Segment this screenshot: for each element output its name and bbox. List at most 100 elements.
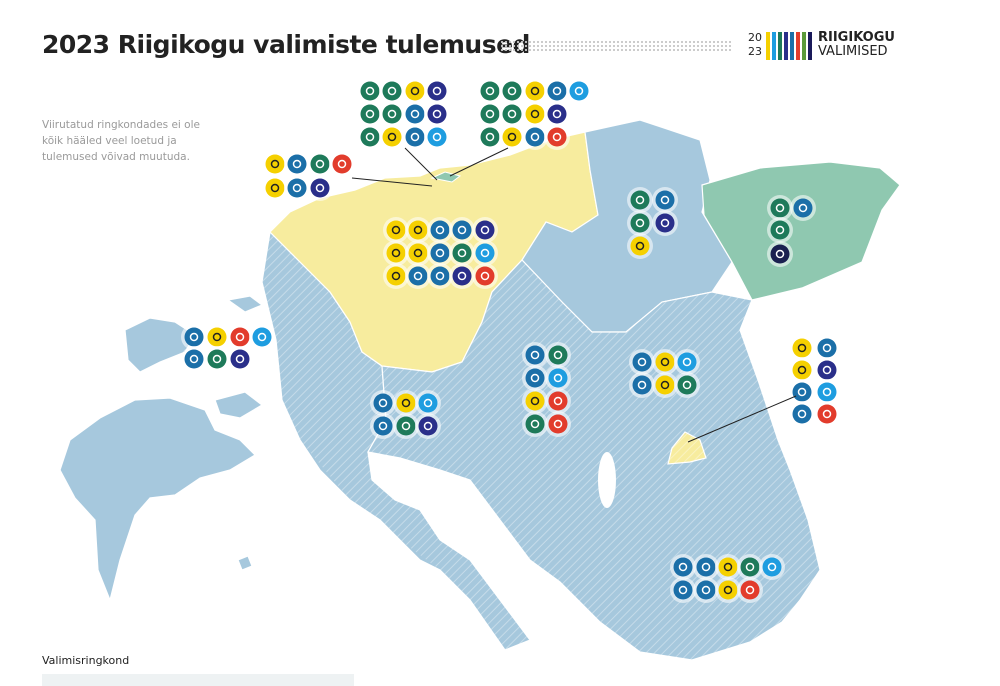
icon-disc bbox=[430, 220, 450, 240]
seat-icon bbox=[627, 233, 653, 259]
icon-disc bbox=[418, 393, 438, 413]
icon-glyph bbox=[435, 248, 445, 258]
icon-disc bbox=[718, 557, 738, 577]
icon-glyph bbox=[682, 380, 692, 390]
icon-glyph bbox=[457, 225, 467, 235]
icon-glyph bbox=[530, 396, 540, 406]
icon-glyph bbox=[574, 86, 584, 96]
seat-icon bbox=[767, 241, 793, 267]
icon-glyph bbox=[292, 159, 302, 169]
icon-disc bbox=[525, 368, 545, 388]
icon-glyph bbox=[660, 380, 670, 390]
icon-disc bbox=[405, 81, 425, 101]
seat-icon bbox=[627, 210, 653, 236]
seat-icon bbox=[652, 372, 678, 398]
icon-disc bbox=[427, 81, 447, 101]
saaremaa bbox=[59, 397, 256, 602]
icon-disc bbox=[405, 104, 425, 124]
seat-icon bbox=[383, 217, 409, 243]
icon-glyph bbox=[723, 585, 733, 595]
seat-icon bbox=[814, 379, 840, 405]
icon-disc bbox=[184, 327, 204, 347]
icon-glyph bbox=[507, 86, 517, 96]
icon-glyph bbox=[553, 396, 563, 406]
icon-glyph bbox=[775, 203, 785, 213]
icon-glyph bbox=[530, 86, 540, 96]
icon-glyph bbox=[701, 585, 711, 595]
icon-disc bbox=[770, 244, 790, 264]
icon-disc bbox=[427, 127, 447, 147]
icon-glyph bbox=[457, 248, 467, 258]
seat-icon bbox=[227, 346, 253, 372]
icon-disc bbox=[632, 352, 652, 372]
icon-glyph bbox=[822, 409, 832, 419]
title: 2023 Riigikogu valimiste tulemused bbox=[42, 30, 530, 59]
icon-glyph bbox=[530, 132, 540, 142]
icon-disc bbox=[480, 81, 500, 101]
icon-glyph bbox=[660, 357, 670, 367]
seat-icon bbox=[522, 388, 548, 414]
seat-icon bbox=[427, 263, 453, 289]
seat-icon bbox=[204, 324, 230, 350]
logo-year: 23 bbox=[748, 45, 762, 58]
seat-icon bbox=[652, 210, 678, 236]
icon-disc bbox=[396, 416, 416, 436]
icon-glyph bbox=[530, 109, 540, 119]
icon-disc bbox=[525, 104, 545, 124]
icon-glyph bbox=[401, 398, 411, 408]
seat-icon bbox=[545, 411, 571, 437]
icon-disc bbox=[770, 198, 790, 218]
icon-disc bbox=[310, 154, 330, 174]
seat-icon bbox=[652, 349, 678, 375]
seat-icon bbox=[393, 413, 419, 439]
icon-disc bbox=[792, 360, 812, 380]
icon-glyph bbox=[292, 183, 302, 193]
seat-icon bbox=[477, 101, 503, 127]
icon-glyph bbox=[745, 585, 755, 595]
icon-glyph bbox=[507, 109, 517, 119]
icon-glyph bbox=[391, 248, 401, 258]
seat-icon bbox=[693, 577, 719, 603]
seat-icon bbox=[670, 577, 696, 603]
seat-icon bbox=[674, 349, 700, 375]
icon-glyph bbox=[315, 183, 325, 193]
icon-disc bbox=[408, 220, 428, 240]
seat-icon bbox=[449, 217, 475, 243]
seat-icon bbox=[357, 101, 383, 127]
seat-icon bbox=[652, 187, 678, 213]
note: Viirutatud ringkondades ei ole kõik hääl… bbox=[42, 119, 200, 163]
icon-disc bbox=[817, 360, 837, 380]
icon-disc bbox=[405, 127, 425, 147]
icon-disc bbox=[632, 375, 652, 395]
icon-disc bbox=[382, 127, 402, 147]
icon-disc bbox=[770, 220, 790, 240]
icon-glyph bbox=[315, 159, 325, 169]
seat-icon bbox=[472, 217, 498, 243]
icon-disc bbox=[630, 236, 650, 256]
seat-icon bbox=[449, 240, 475, 266]
icon-glyph bbox=[423, 421, 433, 431]
icon-glyph bbox=[365, 86, 375, 96]
icon-glyph bbox=[637, 380, 647, 390]
icon-glyph bbox=[401, 421, 411, 431]
icon-glyph bbox=[270, 183, 280, 193]
seat-icon bbox=[424, 78, 450, 104]
seat-icon bbox=[415, 413, 441, 439]
icon-disc bbox=[360, 81, 380, 101]
seat-icons bbox=[181, 78, 840, 603]
icon-disc bbox=[655, 190, 675, 210]
seat-icon bbox=[379, 78, 405, 104]
icon-disc bbox=[718, 580, 738, 600]
icon-glyph bbox=[457, 271, 467, 281]
seat-icon bbox=[402, 124, 428, 150]
icon-glyph bbox=[530, 350, 540, 360]
seat-icon bbox=[383, 263, 409, 289]
icon-disc bbox=[360, 104, 380, 124]
seat-icon bbox=[814, 335, 840, 361]
icon-disc bbox=[740, 557, 760, 577]
seat-icon bbox=[814, 401, 840, 427]
icon-glyph bbox=[189, 354, 199, 364]
seat-icon bbox=[424, 101, 450, 127]
icon-disc bbox=[525, 414, 545, 434]
icon-glyph bbox=[507, 132, 517, 142]
